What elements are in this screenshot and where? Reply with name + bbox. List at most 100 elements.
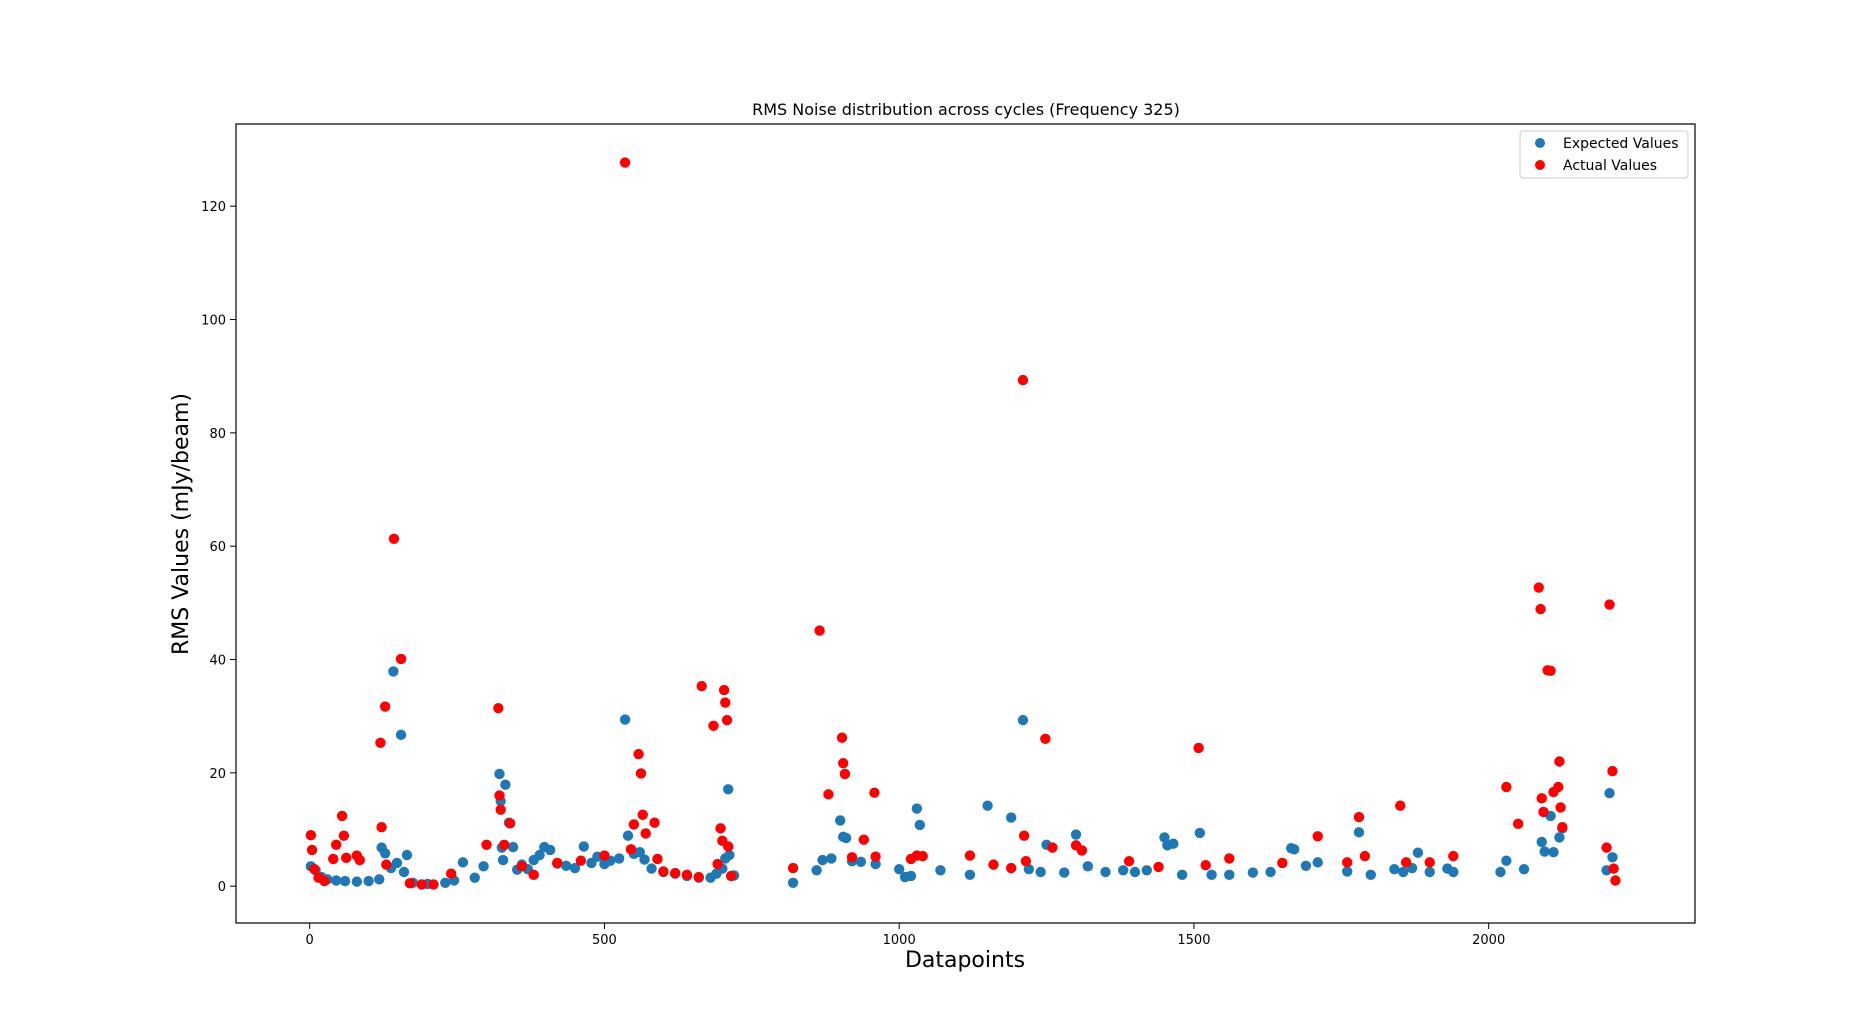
data-point xyxy=(814,625,825,636)
data-point xyxy=(1017,374,1029,386)
x-tick-label: 2000 xyxy=(1472,933,1505,948)
data-point xyxy=(1082,861,1094,872)
data-point xyxy=(398,866,410,878)
data-point xyxy=(1153,861,1164,873)
data-point xyxy=(1359,850,1371,862)
data-point xyxy=(1424,866,1435,878)
data-point xyxy=(855,856,867,867)
data-point xyxy=(708,720,719,731)
data-point xyxy=(1512,818,1524,830)
data-point xyxy=(481,839,492,850)
data-point xyxy=(858,834,870,845)
data-point xyxy=(911,803,923,814)
data-point xyxy=(1548,846,1559,858)
data-point xyxy=(652,853,663,865)
data-point xyxy=(440,877,451,888)
legend-marker-actual xyxy=(1535,160,1545,170)
data-point xyxy=(1312,831,1323,842)
data-point xyxy=(507,841,519,853)
data-point xyxy=(497,854,509,866)
data-point xyxy=(395,653,407,665)
series-actual xyxy=(305,157,1621,890)
data-point xyxy=(1194,827,1206,839)
axes: 0 500 1000 1500 2000 0 20 40 60 80 100 120 xyxy=(201,200,1505,948)
data-point xyxy=(1412,847,1424,858)
data-point xyxy=(1035,866,1046,878)
data-point xyxy=(305,829,317,841)
data-point xyxy=(388,533,400,544)
y-tick-label: 0 xyxy=(218,880,226,895)
data-point xyxy=(723,784,734,795)
data-point xyxy=(837,758,849,769)
data-point xyxy=(681,869,693,881)
data-point xyxy=(1608,863,1619,874)
data-point xyxy=(319,875,330,887)
data-point xyxy=(1501,855,1512,866)
data-point xyxy=(374,874,385,885)
data-point xyxy=(1535,603,1546,615)
data-point xyxy=(1536,793,1547,804)
data-point xyxy=(1448,866,1459,878)
legend-box xyxy=(1519,130,1689,179)
data-point xyxy=(560,860,572,871)
data-point xyxy=(1020,856,1032,867)
data-point xyxy=(905,870,917,882)
data-point xyxy=(500,779,511,790)
data-point xyxy=(578,841,590,852)
data-point xyxy=(1265,866,1276,878)
data-point xyxy=(1017,714,1029,726)
data-point xyxy=(715,823,726,834)
data-point xyxy=(569,862,581,874)
legend-marker-expected xyxy=(1535,138,1545,148)
data-point xyxy=(391,857,403,869)
data-point xyxy=(404,878,416,889)
data-point xyxy=(1141,865,1152,876)
data-point xyxy=(619,714,631,725)
data-point xyxy=(720,697,731,708)
plot-frame xyxy=(235,123,1696,924)
y-tick-label: 20 xyxy=(209,767,226,782)
x-tick-label: 1500 xyxy=(1177,933,1210,948)
data-point xyxy=(528,869,539,881)
data-point xyxy=(914,819,926,831)
data-point xyxy=(839,768,851,780)
data-point xyxy=(658,866,669,877)
data-point xyxy=(1047,842,1058,853)
data-point xyxy=(1424,857,1435,868)
y-tick-label: 40 xyxy=(209,654,226,669)
data-point xyxy=(1610,875,1621,886)
data-point xyxy=(646,863,657,874)
data-point xyxy=(935,865,946,876)
data-point xyxy=(379,701,391,712)
chart-title: RMS Noise distribution across cycles (Fr… xyxy=(752,100,1180,119)
data-point xyxy=(1076,845,1088,856)
data-point xyxy=(1353,811,1365,823)
data-point xyxy=(724,849,735,861)
data-point xyxy=(1448,850,1459,862)
data-point xyxy=(1495,866,1506,878)
data-point xyxy=(721,714,733,726)
data-point xyxy=(379,848,391,859)
data-point xyxy=(982,800,993,811)
data-point xyxy=(1059,867,1070,878)
data-point xyxy=(1353,827,1365,838)
data-point xyxy=(613,853,625,864)
data-point xyxy=(1123,856,1135,867)
data-point xyxy=(457,857,469,868)
data-point xyxy=(1312,857,1323,868)
y-axis-title: RMS Values (mJy/beam) xyxy=(169,393,194,655)
data-point xyxy=(723,841,734,852)
data-point xyxy=(1168,838,1179,849)
legend-label-expected: Expected Values xyxy=(1563,136,1679,152)
data-point xyxy=(495,804,506,815)
data-point xyxy=(1538,806,1549,818)
data-point xyxy=(811,865,822,876)
data-point xyxy=(1288,844,1300,855)
data-point xyxy=(1023,863,1035,875)
data-point xyxy=(331,875,342,886)
data-point xyxy=(964,869,976,881)
data-point xyxy=(1193,742,1204,754)
data-point xyxy=(478,861,489,872)
data-point xyxy=(552,857,563,869)
